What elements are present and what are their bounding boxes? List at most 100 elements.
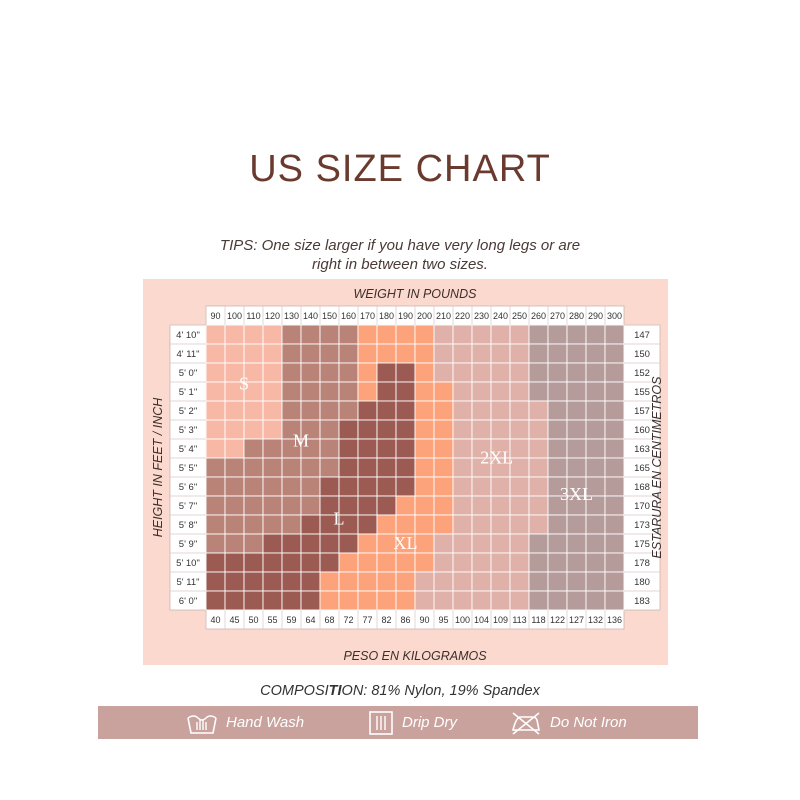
tips-line-1: TIPS: One size larger if you have very l… (219, 237, 581, 254)
size-cell (528, 343, 549, 364)
size-cell (566, 362, 587, 383)
care-drip-dry: Drip Dry (368, 706, 457, 739)
height-cm-label: 152 (634, 368, 650, 379)
size-cell (604, 362, 625, 383)
size-cell (414, 476, 435, 497)
weight-kg-label: 77 (362, 615, 372, 625)
size-cell (376, 343, 397, 364)
size-cell (471, 381, 492, 402)
size-cell (547, 324, 568, 345)
size-cell (300, 590, 321, 611)
size-cell (243, 495, 264, 516)
size-cell (357, 419, 378, 440)
size-cell (262, 533, 283, 554)
height-ft-label: 6' 0" (179, 596, 197, 607)
height-ft-label: 5' 2" (179, 406, 197, 417)
size-cell (566, 457, 587, 478)
size-cell (281, 571, 302, 592)
size-cell (528, 362, 549, 383)
size-cell (262, 552, 283, 573)
weight-lbs-label: 240 (493, 311, 508, 321)
size-cell (509, 324, 530, 345)
size-cell (509, 514, 530, 535)
x-axis-title-top: WEIGHT IN POUNDS (354, 287, 478, 301)
size-cell (243, 457, 264, 478)
size-cell (414, 343, 435, 364)
weight-kg-label: 100 (455, 615, 470, 625)
size-cell (490, 514, 511, 535)
size-cell (452, 381, 473, 402)
size-cell (205, 362, 226, 383)
size-cell (281, 400, 302, 421)
size-cell (205, 438, 226, 459)
size-cell (433, 476, 454, 497)
size-cell (509, 343, 530, 364)
size-cell (414, 533, 435, 554)
size-cell (604, 476, 625, 497)
size-cell (300, 571, 321, 592)
size-cell (414, 552, 435, 573)
page-title: US SIZE CHART (249, 148, 551, 190)
size-cell (547, 457, 568, 478)
drip-dry-icon (369, 710, 393, 735)
size-cell (471, 343, 492, 364)
size-cell (433, 571, 454, 592)
size-cell (452, 400, 473, 421)
weight-lbs-label: 300 (607, 311, 622, 321)
size-cell (338, 400, 359, 421)
size-cell (471, 552, 492, 573)
size-cell (433, 457, 454, 478)
size-cell (243, 514, 264, 535)
tips-line-2: right in between two sizes. (312, 256, 488, 273)
size-cell (224, 590, 245, 611)
size-cell (452, 476, 473, 497)
size-cell (585, 552, 606, 573)
size-cell (224, 552, 245, 573)
weight-kg-label: 127 (569, 615, 584, 625)
tips-text: TIPS: One size larger if you have very l… (0, 236, 800, 274)
size-cell (205, 533, 226, 554)
size-cell (547, 552, 568, 573)
weight-kg-label: 50 (248, 615, 258, 625)
size-cell (452, 438, 473, 459)
size-cell (509, 362, 530, 383)
size-cell (281, 324, 302, 345)
size-cell (262, 381, 283, 402)
size-cell (566, 381, 587, 402)
size-cell (604, 533, 625, 554)
size-cell (528, 457, 549, 478)
size-cell (433, 552, 454, 573)
weight-lbs-label: 120 (265, 311, 280, 321)
size-cell (224, 476, 245, 497)
size-cell (509, 533, 530, 554)
size-cell (509, 552, 530, 573)
size-cell (319, 533, 340, 554)
size-cell (528, 324, 549, 345)
size-cell (528, 590, 549, 611)
composition-prefix: COMPOSI (260, 683, 329, 699)
size-cell (338, 419, 359, 440)
size-cell (243, 438, 264, 459)
weight-kg-label: 136 (607, 615, 622, 625)
composition-text: COMPOSITION: 81% Nylon, 19% Spandex (0, 683, 800, 699)
size-cell (585, 343, 606, 364)
size-cell (243, 343, 264, 364)
size-cell (604, 324, 625, 345)
size-cell (262, 400, 283, 421)
size-cell (338, 438, 359, 459)
size-cell (585, 419, 606, 440)
size-label-3xl: 3XL (560, 484, 593, 504)
height-cm-label: 163 (634, 444, 650, 455)
weight-lbs-label: 220 (455, 311, 470, 321)
size-cell (281, 552, 302, 573)
size-cell (338, 571, 359, 592)
size-cell (224, 324, 245, 345)
weight-lbs-label: 160 (341, 311, 356, 321)
size-cell (566, 324, 587, 345)
size-cell (395, 495, 416, 516)
size-cell (262, 362, 283, 383)
size-cell (357, 552, 378, 573)
size-cell (338, 324, 359, 345)
size-cell (357, 400, 378, 421)
size-cell (205, 457, 226, 478)
